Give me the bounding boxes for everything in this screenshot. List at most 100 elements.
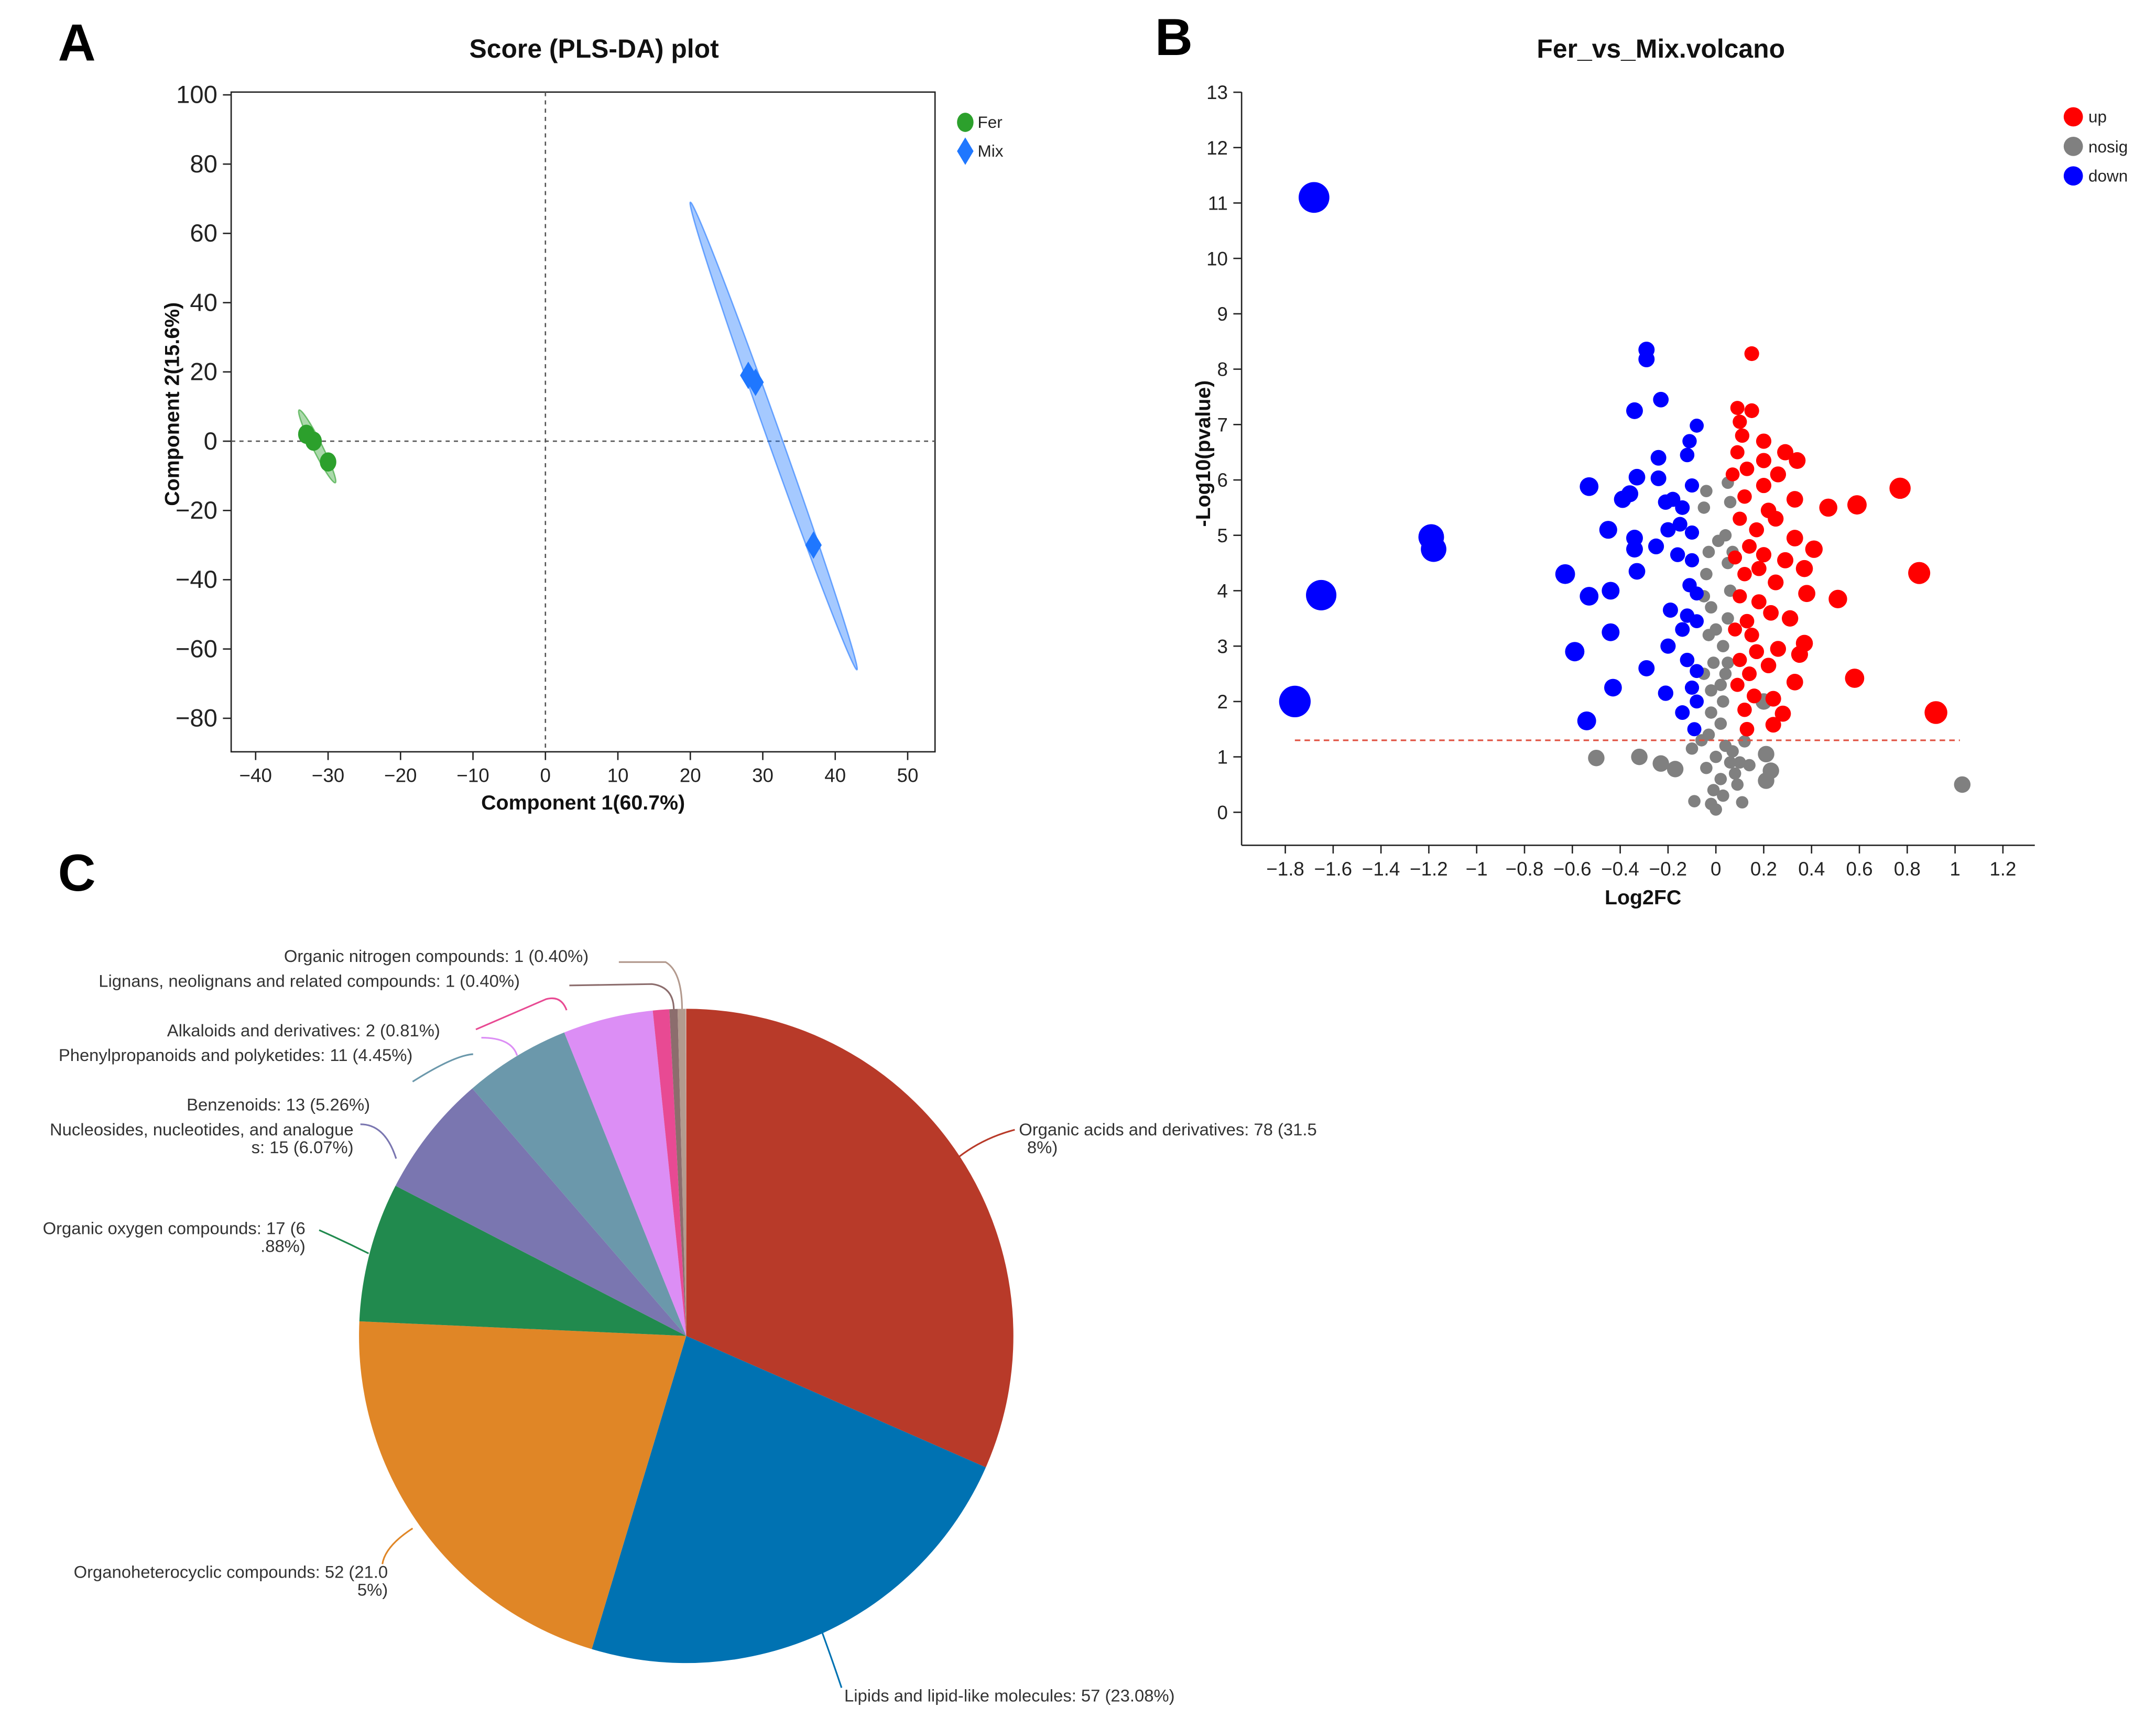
- point-up: [1819, 498, 1837, 517]
- y-tick-label: 0: [204, 428, 217, 455]
- pie-slice: [395, 1088, 687, 1336]
- point-up: [1789, 452, 1806, 469]
- point-fer: [320, 452, 336, 472]
- point-down: [1599, 521, 1617, 539]
- point-up: [1737, 566, 1752, 582]
- panel-label-a: A: [58, 14, 96, 72]
- point-up: [1756, 478, 1772, 494]
- leader-line: [319, 1229, 369, 1254]
- point-nosig: [1734, 756, 1746, 769]
- legend-marker-down: [2063, 166, 2083, 186]
- y-tick-label: −40: [176, 566, 217, 594]
- y-tick-label: 40: [190, 289, 217, 316]
- y-tick-label: 10: [1206, 248, 1228, 269]
- point-fer: [305, 431, 322, 451]
- point-up: [1805, 540, 1823, 558]
- plsda-title: Score (PLS-DA) plot: [470, 34, 719, 63]
- point-nosig: [1758, 772, 1774, 789]
- x-tick-label: 30: [752, 765, 774, 786]
- point-up: [1786, 530, 1803, 546]
- y-tick-label: 12: [1206, 137, 1228, 159]
- point-nosig: [1722, 656, 1734, 669]
- point-up: [1768, 510, 1784, 527]
- pie-label: 5%): [357, 1580, 388, 1600]
- point-up: [1908, 562, 1931, 584]
- point-down: [1680, 652, 1695, 667]
- pie-slice: [592, 1336, 986, 1664]
- point-up: [1763, 605, 1779, 621]
- pie-label: Benzenoids: 13 (5.26%): [187, 1095, 370, 1114]
- y-tick-label: 2: [1217, 691, 1228, 713]
- point-nosig: [1714, 717, 1727, 730]
- point-up: [1733, 653, 1747, 667]
- point-down: [1628, 563, 1646, 580]
- point-down: [1662, 602, 1678, 618]
- leader-line: [475, 997, 568, 1031]
- point-nosig: [1631, 748, 1648, 765]
- point-down: [1658, 685, 1674, 701]
- point-down: [1650, 470, 1667, 486]
- point-up: [1742, 666, 1757, 682]
- leader-line: [618, 961, 683, 1011]
- point-down: [1421, 536, 1446, 562]
- y-tick-label: −20: [176, 497, 217, 524]
- pie-label: Organic oxygen compounds: 17 (6: [43, 1219, 306, 1238]
- point-down: [1690, 586, 1704, 601]
- legend-marker-mix: [957, 137, 974, 165]
- point-up: [1728, 622, 1743, 637]
- point-up: [1765, 717, 1781, 733]
- y-tick-label: 5: [1217, 525, 1228, 546]
- plot-frame: [230, 91, 936, 753]
- point-up: [1765, 691, 1781, 707]
- y-tick-label: 8: [1217, 359, 1228, 380]
- pie-slice: [564, 1010, 687, 1336]
- leader-line: [821, 1632, 843, 1688]
- point-up: [1791, 645, 1809, 663]
- point-down: [1648, 538, 1664, 554]
- point-down: [1626, 541, 1643, 558]
- legend-label-nosig: nosig: [2088, 138, 2128, 156]
- point-up: [1744, 403, 1759, 418]
- plsda-score-plot: Score (PLS-DA) plot Component 1(60.7%) C…: [160, 34, 1003, 814]
- pie-label: Organic nitrogen compounds: 1 (0.40%): [284, 946, 589, 966]
- point-up: [1781, 610, 1799, 627]
- point-up: [1751, 561, 1767, 576]
- point-up: [1777, 444, 1794, 461]
- point-nosig: [1726, 745, 1739, 758]
- point-up: [1735, 428, 1750, 443]
- point-nosig: [1717, 695, 1729, 708]
- point-nosig: [1652, 755, 1669, 772]
- point-nosig: [1697, 501, 1711, 514]
- x-tick-label: −1.6: [1314, 858, 1353, 880]
- point-nosig: [1728, 767, 1741, 780]
- point-up: [1770, 641, 1787, 657]
- pie-label: .88%): [260, 1236, 306, 1256]
- x-tick-label: −30: [312, 765, 344, 786]
- point-up: [1786, 674, 1803, 691]
- volcano-title: Fer_vs_Mix.volcano: [1537, 34, 1785, 63]
- point-up: [1744, 346, 1759, 362]
- point-down: [1672, 517, 1687, 532]
- point-up: [1737, 489, 1752, 504]
- point-nosig: [1712, 534, 1725, 548]
- point-up: [1733, 414, 1747, 429]
- point-nosig: [1722, 612, 1734, 625]
- point-down: [1690, 614, 1704, 628]
- y-tick-label: 7: [1217, 414, 1228, 435]
- point-down: [1602, 623, 1620, 641]
- point-up: [1786, 491, 1803, 508]
- plsda-y-label: Component 2(15.6%): [160, 302, 183, 506]
- class-pie-chart: Organic acids and derivatives: 78 (31.58…: [43, 946, 1317, 1705]
- point-nosig: [1700, 567, 1713, 581]
- point-up: [1770, 466, 1787, 483]
- pie-label: Alkaloids and derivatives: 2 (0.81%): [167, 1021, 440, 1040]
- point-up: [1744, 627, 1759, 643]
- point-down: [1675, 500, 1690, 515]
- y-tick-label: 11: [1208, 193, 1228, 214]
- y-tick-label: −60: [176, 635, 217, 663]
- point-down: [1626, 402, 1643, 419]
- point-nosig: [1731, 778, 1744, 791]
- point-up: [1845, 669, 1865, 688]
- point-down: [1684, 553, 1700, 567]
- pie-slice: [652, 1009, 687, 1336]
